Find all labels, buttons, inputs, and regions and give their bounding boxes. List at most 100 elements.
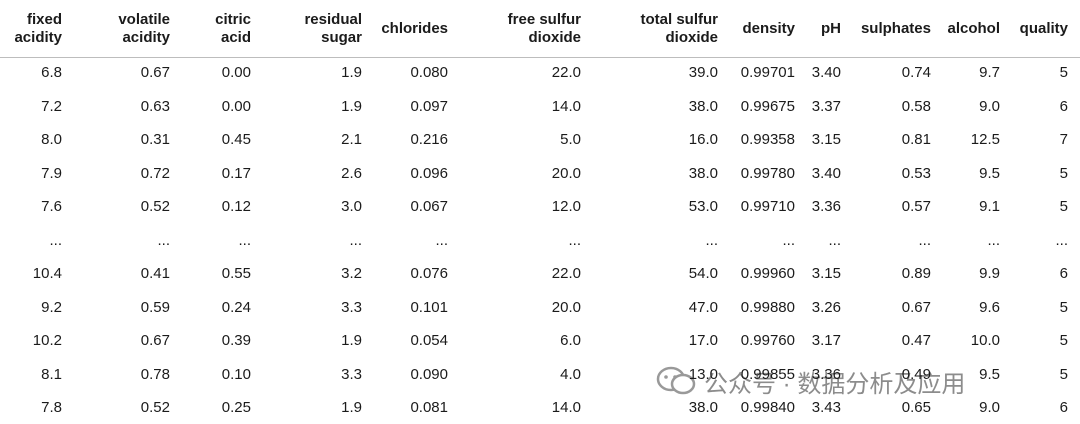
- table-cell: 16.0: [688, 131, 718, 148]
- column-header: total sulfur: [640, 11, 719, 28]
- table-cell: 0.097: [410, 97, 448, 115]
- table-cell: 38.0: [688, 399, 718, 416]
- table-cell: 0.99760: [740, 332, 795, 349]
- table-cell: 3.15: [811, 265, 841, 282]
- table-cell: 0.99960: [740, 265, 795, 282]
- table-cell: 3.40: [811, 64, 841, 81]
- table-cell: 2.1: [341, 131, 362, 148]
- table-cell: 39.0: [688, 64, 718, 81]
- table-cell: 9.0: [979, 97, 1000, 115]
- table-cell: 0.74: [901, 64, 931, 81]
- table-cell: 9.6: [979, 298, 1000, 316]
- table-cell: 0.67: [901, 298, 931, 316]
- table-cell: 22.0: [551, 64, 581, 81]
- table-cell: 0.67: [140, 64, 170, 81]
- table-cell: 3.36: [811, 365, 841, 383]
- table-cell: 0.216: [410, 131, 448, 148]
- table-cell: ...: [828, 231, 841, 249]
- table-cell: 0.00: [221, 64, 251, 81]
- table-cell: ...: [705, 231, 718, 249]
- table-cell: 8.1: [41, 365, 62, 383]
- table-cell: 3.3: [341, 298, 362, 316]
- table-cell: 0.57: [901, 198, 931, 215]
- table-cell: 0.45: [221, 131, 251, 148]
- table-cell: 9.9: [979, 265, 1000, 282]
- table-cell: 0.12: [221, 198, 251, 215]
- column-header: chlorides: [381, 20, 448, 37]
- table-cell: 0.52: [140, 399, 170, 416]
- table-cell: 10.4: [32, 265, 62, 282]
- column-header: acid: [220, 29, 251, 46]
- table-cell: 38.0: [688, 164, 718, 182]
- column-header: acidity: [122, 29, 170, 46]
- column-header: density: [742, 20, 795, 37]
- table-cell: 0.17: [221, 164, 251, 182]
- table-cell: 5: [1059, 332, 1068, 349]
- table-cell: 0.99780: [740, 164, 795, 182]
- table-cell: 7.9: [41, 164, 62, 182]
- header-rule: [0, 57, 1080, 58]
- table-cell: 0.53: [901, 164, 931, 182]
- watermark-text: 公众号 · 数据分析及应用: [704, 370, 966, 398]
- table-cell: 47.0: [688, 298, 718, 316]
- table-cell: 10.0: [970, 332, 1000, 349]
- table-cell: 0.49: [901, 365, 931, 383]
- table-cell: 0.080: [410, 64, 448, 81]
- column-header: acidity: [14, 29, 62, 46]
- column-header: dioxide: [528, 29, 581, 46]
- table-cell: 0.99358: [740, 131, 795, 148]
- table-cell: 0.99840: [740, 399, 795, 416]
- table-cell: 0.99880: [740, 298, 795, 316]
- table-cell: 3.15: [811, 131, 841, 148]
- table-cell: 6.8: [41, 64, 62, 81]
- table-cell: 3.2: [341, 265, 362, 282]
- table-cell: 53.0: [688, 198, 718, 215]
- table-cell: 0.39: [221, 332, 251, 349]
- table-cell: 0.31: [140, 131, 170, 148]
- table-cell: 5: [1059, 365, 1068, 383]
- table-cell: 38.0: [688, 97, 718, 115]
- table-cell: ...: [782, 231, 795, 249]
- table-cell: 5: [1059, 298, 1068, 316]
- table-cell: 0.054: [410, 332, 448, 349]
- table-cell: 0.00: [221, 97, 251, 115]
- column-header: free sulfur: [507, 11, 581, 28]
- table-cell: 5.0: [560, 131, 581, 148]
- table-cell: 8.0: [41, 131, 62, 148]
- table-cell: 9.2: [41, 298, 62, 316]
- table-cell: 0.72: [140, 164, 170, 182]
- column-header: pH: [821, 20, 841, 37]
- table-cell: 7: [1059, 131, 1068, 148]
- table-cell: 0.090: [410, 365, 448, 383]
- table-cell: 1.9: [341, 64, 362, 81]
- table-cell: ...: [987, 231, 1000, 249]
- table-cell: 0.52: [140, 198, 170, 215]
- table-cell: 6: [1059, 265, 1068, 282]
- table-cell: 0.10: [221, 365, 251, 383]
- table-cell: 0.99710: [740, 198, 795, 215]
- table-cell: 6.0: [560, 332, 581, 349]
- column-header: alcohol: [947, 20, 1000, 37]
- table-cell: 1.9: [341, 399, 362, 416]
- column-header: residual: [304, 11, 362, 28]
- table-cell: 0.99855: [740, 365, 795, 383]
- column-header: dioxide: [665, 29, 718, 46]
- table-cell: ...: [1055, 231, 1068, 249]
- table-cell: 6: [1059, 97, 1068, 115]
- table-cell: 0.65: [901, 399, 931, 416]
- column-header: citric: [215, 11, 251, 28]
- column-header: quality: [1019, 20, 1068, 37]
- table-cell: 1.9: [341, 332, 362, 349]
- table-cell: 9.0: [979, 399, 1000, 416]
- table-cell: 0.41: [140, 265, 170, 282]
- table-cell: 5: [1059, 64, 1068, 81]
- table-cell: 12.5: [970, 131, 1000, 148]
- table-cell: 7.8: [41, 399, 62, 416]
- table-cell: 6: [1059, 399, 1068, 416]
- watermark: 公众号 · 数据分析及应用: [656, 364, 1056, 398]
- table-cell: 0.24: [221, 298, 251, 316]
- table-cell: 0.101: [410, 298, 448, 316]
- table-cell: 0.67: [140, 332, 170, 349]
- table-cell: ...: [435, 231, 448, 249]
